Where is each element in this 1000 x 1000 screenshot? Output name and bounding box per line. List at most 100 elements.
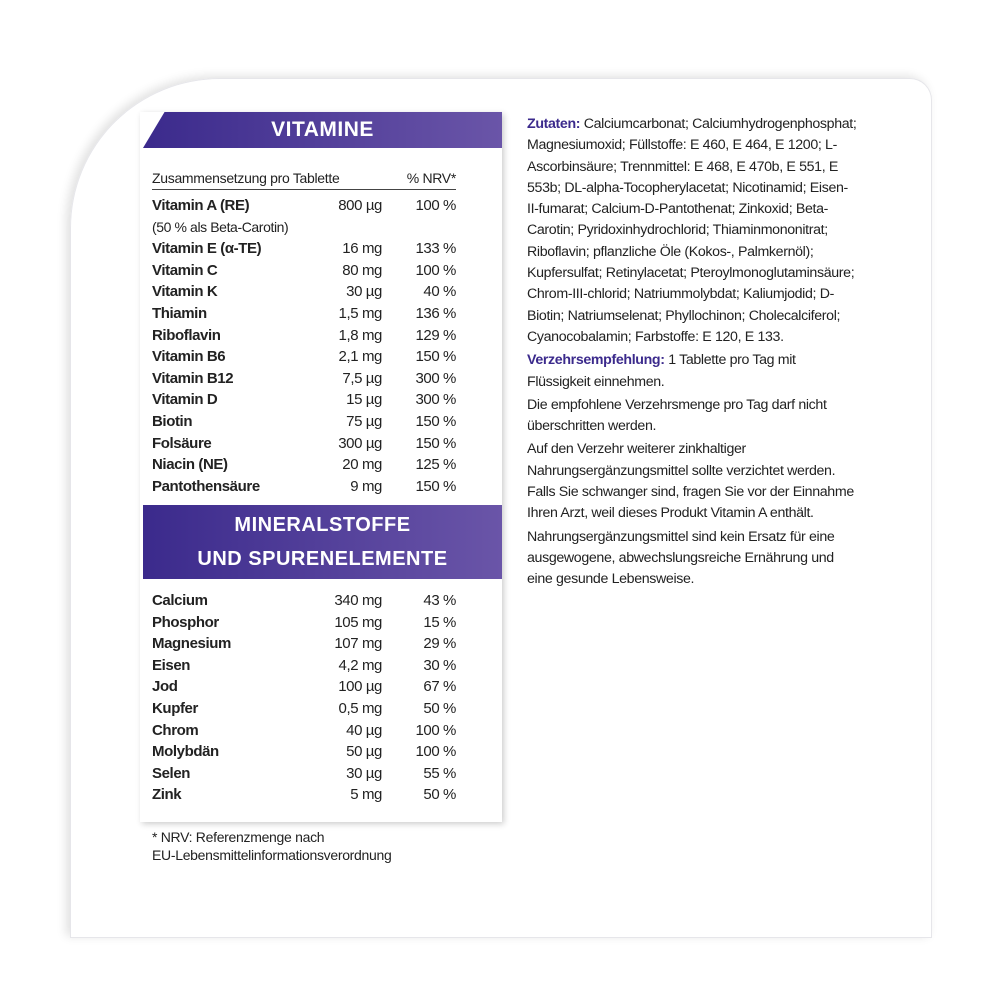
- cell-name: Vitamin C: [152, 261, 218, 279]
- cell-name: Vitamin B12: [152, 369, 234, 387]
- vitamin-table: Vitamin A (RE) 800 µg 100 % (50 % als Beta-…: [152, 195, 456, 497]
- col-composition: Zusammensetzung pro Tablette: [152, 170, 340, 186]
- cell-nrv: 50 %: [423, 786, 456, 804]
- cell-amount: 75 µg: [346, 412, 382, 430]
- cell-amount: 300 µg: [338, 434, 382, 452]
- table-row: Pantothensäure 9 mg 150 %: [152, 476, 456, 498]
- col-nrv: % NRV*: [406, 170, 457, 186]
- cell-nrv: 133 %: [415, 240, 456, 258]
- cell-name: Vitamin A (RE): [152, 197, 250, 214]
- ingredients-label: Zutaten:: [527, 116, 581, 132]
- table-row: Vitamin K 30 µg 40 %: [152, 281, 456, 303]
- table-row: Eisen 4,2 mg 30 %: [152, 655, 456, 677]
- table-row: Vitamin A (RE) 800 µg 100 %: [152, 195, 456, 217]
- cell-nrv: 15 %: [423, 613, 456, 631]
- cell-nrv: 40 %: [423, 283, 456, 301]
- cell-nrv: 300 %: [415, 369, 456, 387]
- cell-nrv: 150 %: [415, 434, 456, 452]
- cell-name: Vitamin D: [152, 391, 218, 409]
- cell-nrv: 55 %: [423, 764, 456, 782]
- cell-name: Pantothensäure: [152, 477, 260, 495]
- cell-amount: 107 mg: [334, 635, 382, 653]
- warning-3: Nahrungsergänzungsmittel sind kein Ersat…: [527, 528, 835, 588]
- cell-amount: 105 mg: [334, 613, 382, 631]
- cell-nrv: 150 %: [415, 348, 456, 366]
- table-row: Molybdän 50 µg 100 %: [152, 741, 456, 763]
- table-row: Phosphor 105 mg 15 %: [152, 612, 456, 634]
- cell-amount: 20 mg: [342, 456, 382, 474]
- minerals-title-1: MINERALSTOFFE: [234, 514, 411, 536]
- cell-amount: 1,8 mg: [338, 326, 383, 344]
- cell-nrv: 43 %: [423, 592, 456, 609]
- cell-amount: 7,5 µg: [342, 369, 382, 387]
- cell-name: Biotin: [152, 412, 193, 430]
- cell-amount: 1,5 mg: [338, 304, 383, 322]
- cell-name: Molybdän: [152, 743, 219, 761]
- cell-amount: 2,1 mg: [338, 348, 383, 366]
- cell-nrv: 30 %: [423, 656, 456, 674]
- cell-name: Magnesium: [152, 635, 231, 653]
- ingredients-text: Calciumcarbonat; Calciumhydrogenphosphat…: [527, 116, 857, 345]
- row-note: (50 % als Beta-Carotin): [152, 218, 289, 235]
- table-row: Vitamin B6 2,1 mg 150 %: [152, 346, 456, 368]
- cell-nrv: 100 %: [415, 743, 456, 761]
- cell-amount: 16 mg: [342, 240, 382, 258]
- cell-amount: 100 µg: [338, 678, 382, 696]
- minerals-header: MINERALSTOFFE UND SPURENELEMENTE: [143, 505, 502, 579]
- table-row: Niacin (NE) 20 mg 125 %: [152, 454, 456, 476]
- cell-amount: 0,5 mg: [338, 699, 383, 717]
- minerals-title-2: UND SPURENELEMENTE: [197, 548, 448, 570]
- table-row: Folsäure 300 µg 150 %: [152, 433, 456, 455]
- column-header: Zusammensetzung pro Tablette % NRV*: [152, 170, 456, 190]
- table-row: Magnesium 107 mg 29 %: [152, 633, 456, 655]
- cell-name: Chrom: [152, 721, 199, 739]
- table-row: Kupfer 0,5 mg 50 %: [152, 698, 456, 720]
- cell-name: Zink: [152, 786, 182, 804]
- dosage-label: Verzehrsempfehlung:: [527, 352, 665, 369]
- vitamine-header: VITAMINE: [143, 112, 502, 148]
- cell-amount: 340 mg: [334, 592, 382, 609]
- cell-name: Phosphor: [152, 613, 219, 631]
- table-row: Selen 30 µg 55 %: [152, 763, 456, 785]
- cell-nrv: 50 %: [423, 699, 456, 717]
- cell-name: Vitamin E (α-TE): [152, 240, 262, 258]
- cell-nrv: 100 %: [415, 721, 456, 739]
- cell-amount: 80 mg: [342, 261, 382, 279]
- table-row: Riboflavin 1,8 mg 129 %: [152, 325, 456, 347]
- footnote: * NRV: Referenzmenge nach EU-Lebensmitte…: [152, 828, 392, 864]
- cell-amount: 800 µg: [338, 197, 382, 214]
- nutrition-panel: VITAMINE Zusammensetzung pro Tablette % …: [140, 112, 502, 822]
- cell-amount: 4,2 mg: [338, 656, 383, 674]
- footnote-line-1: * NRV: Referenzmenge nach: [152, 829, 325, 845]
- cell-name: Eisen: [152, 656, 191, 674]
- table-row: Jod 100 µg 67 %: [152, 676, 456, 698]
- table-row: Biotin 75 µg 150 %: [152, 411, 456, 433]
- cell-name: Jod: [152, 678, 178, 696]
- cell-name: Niacin (NE): [152, 456, 228, 474]
- cell-amount: 30 µg: [346, 283, 382, 301]
- dosage-text: 1 Tablette pro Tag mit Flüssigkeit einne…: [527, 352, 796, 390]
- table-row: Calcium 340 mg 43 %: [152, 590, 456, 612]
- table-row: Vitamin B12 7,5 µg 300 %: [152, 368, 456, 390]
- cell-nrv: 100 %: [415, 261, 456, 279]
- cell-nrv: 150 %: [415, 412, 456, 430]
- ingredients: Zutaten: Calciumcarbonat; Calciumhydroge…: [527, 114, 857, 348]
- cell-amount: 30 µg: [346, 764, 382, 782]
- cell-name: Thiamin: [152, 304, 207, 322]
- warning-2: Auf den Verzehr weiterer zinkhaltiger Na…: [527, 441, 854, 522]
- cell-nrv: 29 %: [423, 635, 456, 653]
- cell-name: Vitamin K: [152, 283, 218, 301]
- cell-nrv: 129 %: [415, 326, 456, 344]
- table-row: Vitamin C 80 mg 100 %: [152, 260, 456, 282]
- cell-amount: 50 µg: [346, 743, 382, 761]
- cell-amount: 9 mg: [350, 477, 382, 495]
- cell-amount: 40 µg: [346, 721, 382, 739]
- cell-amount: 15 µg: [346, 391, 382, 409]
- cell-nrv: 125 %: [415, 456, 456, 474]
- warning-1: Die empfohlene Verzehrsmenge pro Tag dar…: [527, 396, 827, 435]
- mineral-table: Calcium 340 mg 43 % Phosphor 105 mg 15 % Magne…: [152, 590, 456, 806]
- cell-amount: 5 mg: [350, 786, 382, 804]
- info-text: Zutaten: Calciumcarbonat; Calciumhydroge…: [527, 114, 857, 593]
- table-row: Zink 5 mg 50 %: [152, 784, 456, 806]
- cell-name: Calcium: [152, 592, 208, 609]
